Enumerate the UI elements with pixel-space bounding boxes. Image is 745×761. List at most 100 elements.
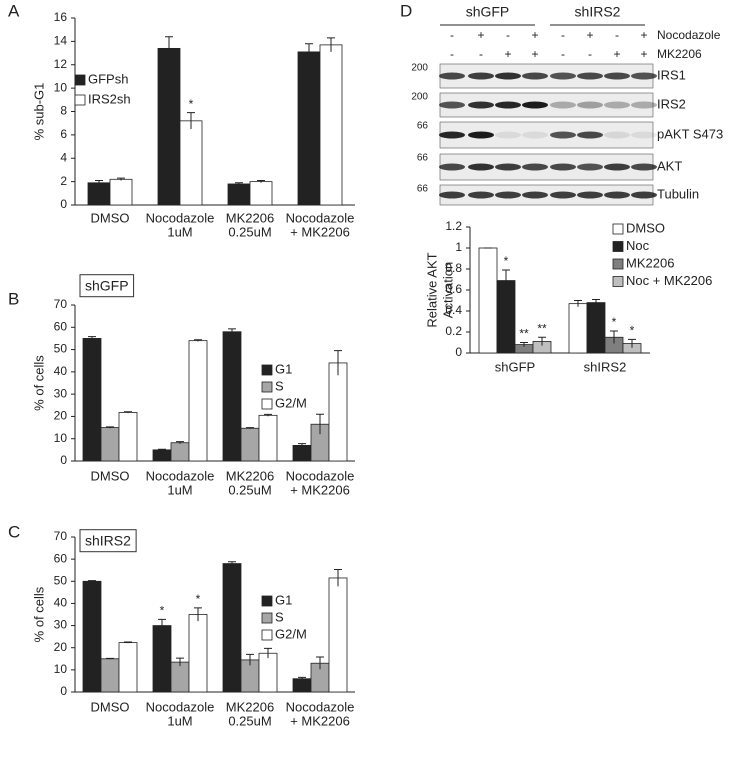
error-bar	[187, 112, 195, 130]
bar	[258, 652, 278, 693]
significance-mark: *	[160, 604, 165, 618]
bar	[157, 47, 181, 206]
error-bar	[194, 607, 202, 622]
x-tick-label: DMSO	[91, 699, 130, 714]
error-bar	[502, 269, 510, 292]
error-bar	[106, 426, 114, 429]
chart-title: shGFP	[85, 278, 129, 294]
blot-band	[550, 131, 576, 139]
group-label: shGFP	[466, 4, 510, 20]
significance-mark: *	[504, 254, 509, 268]
bar	[222, 331, 242, 462]
y-tick-label: 10	[54, 662, 68, 676]
blot-band	[604, 131, 630, 139]
x-tick-label: 0.25uM	[228, 482, 271, 497]
legend-label: S	[275, 609, 284, 624]
significance-mark: *	[612, 315, 617, 329]
significance-mark: **	[519, 327, 529, 341]
bar	[328, 577, 348, 693]
bar	[118, 642, 138, 693]
error-bar	[246, 653, 254, 666]
y-axis-label: % of cells	[31, 586, 46, 642]
error-bar	[124, 641, 132, 644]
legend-swatch	[261, 629, 273, 641]
error-bar	[316, 656, 324, 670]
blot-row-label: pAKT S473	[657, 126, 723, 141]
y-tick-label: 40	[54, 596, 68, 610]
x-tick-label: MK2206	[226, 468, 274, 483]
legend-label: G2/M	[275, 626, 307, 641]
blot-band	[495, 191, 521, 199]
y-axis-label: Activation	[440, 262, 455, 318]
y-tick-label: 4	[60, 150, 67, 164]
blot-band	[468, 191, 494, 199]
bar	[82, 338, 102, 462]
y-tick-label: 0	[60, 197, 67, 211]
significance-mark: **	[537, 321, 547, 335]
error-bar	[264, 647, 272, 659]
legend-label: G1	[275, 361, 292, 376]
legend-label: DMSO	[626, 220, 665, 235]
title-box	[79, 274, 135, 298]
y-axis-label: Relative AKT	[424, 252, 439, 327]
blot-band	[439, 191, 465, 199]
bar	[152, 449, 172, 462]
y-tick-label: 30	[54, 386, 68, 400]
error-bar	[194, 339, 202, 342]
x-tick-label: 1uM	[167, 713, 192, 728]
blot-band	[439, 163, 465, 171]
treatment-sign: -	[615, 28, 619, 42]
bar	[100, 658, 120, 693]
error-bar	[95, 179, 103, 186]
legend-label: S	[275, 378, 284, 393]
significance-mark: *	[196, 592, 201, 606]
y-tick-label: 6	[60, 127, 67, 141]
error-bar	[520, 342, 528, 347]
y-axis-label: % sub-G1	[31, 83, 46, 141]
blot-band	[522, 131, 548, 139]
panel-label: A	[8, 1, 20, 20]
molecular-weight: 66	[417, 121, 429, 132]
error-bar	[628, 338, 636, 348]
x-tick-label: shGFP	[495, 359, 535, 374]
treatment-sign: +	[586, 28, 593, 42]
y-tick-label: 12	[54, 57, 68, 71]
blot-band	[550, 191, 576, 199]
bar	[87, 182, 111, 206]
blot-row-label: IRS2	[657, 96, 686, 111]
legend-swatch	[612, 223, 624, 235]
bar	[568, 303, 588, 354]
blot-band	[439, 72, 465, 80]
y-tick-label: 50	[54, 573, 68, 587]
y-tick-label: 2	[60, 174, 67, 188]
blot-band	[495, 163, 521, 171]
bar	[82, 580, 102, 693]
y-tick-label: 70	[54, 297, 68, 311]
y-tick-label: 0.8	[445, 261, 462, 275]
blot-band	[522, 101, 548, 109]
y-tick-label: 40	[54, 364, 68, 378]
blot-row-label: Tubulin	[657, 186, 699, 201]
bar	[297, 51, 321, 206]
legend-swatch	[612, 258, 624, 270]
error-bar	[88, 580, 96, 582]
panel-label: C	[8, 522, 20, 541]
bar	[188, 614, 208, 693]
y-tick-label: 10	[54, 80, 68, 94]
blot-band	[495, 101, 521, 109]
y-tick-label: 50	[54, 342, 68, 356]
blot-band	[439, 131, 465, 139]
y-tick-label: 1.2	[445, 219, 462, 233]
x-tick-label: MK2206	[226, 210, 274, 225]
legend-swatch	[261, 364, 273, 376]
error-bar	[117, 177, 125, 181]
blot-band	[577, 101, 603, 109]
blot-band	[577, 131, 603, 139]
x-tick-label: DMSO	[91, 210, 130, 225]
legend-label: MK2206	[626, 255, 674, 270]
y-tick-label: 60	[54, 551, 68, 565]
blot-band	[631, 72, 657, 80]
blot-band	[468, 101, 494, 109]
x-tick-label: Nocodazole	[286, 210, 355, 225]
